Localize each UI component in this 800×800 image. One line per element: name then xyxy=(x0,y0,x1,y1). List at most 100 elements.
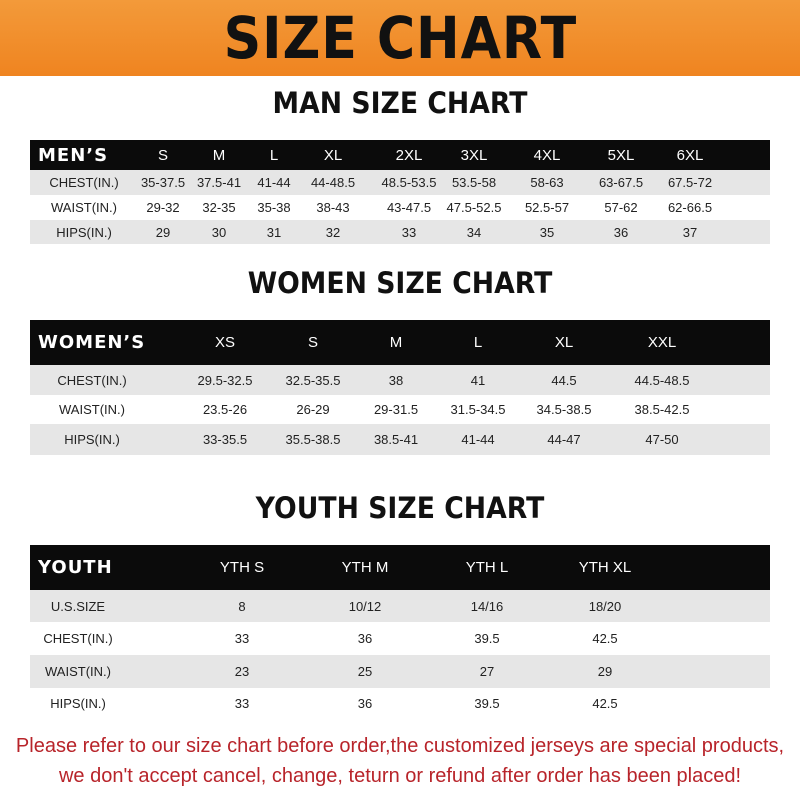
size-header-cell: S xyxy=(157,146,169,164)
table-cell: 35 xyxy=(539,224,555,240)
note-line-2: we don't accept cancel, change, teturn o… xyxy=(58,765,742,787)
table-cell: 41-44 xyxy=(257,175,291,190)
table-title-cell: WOMEN’S xyxy=(38,332,146,353)
size-header-cell: 6XL xyxy=(676,146,704,164)
size-header-cell: YTH XL xyxy=(578,559,632,576)
row-label: WAIST(IN.) xyxy=(51,200,117,215)
size-header-cell: S xyxy=(307,334,319,351)
table-cell: 38.5-42.5 xyxy=(634,402,690,417)
size-header-cell: YTH M xyxy=(341,559,389,576)
row-label: HIPS(IN.) xyxy=(56,224,112,240)
row-label: CHEST(IN.) xyxy=(57,372,127,388)
table-cell: 32 xyxy=(325,224,341,240)
table-cell: 14/16 xyxy=(470,598,504,614)
table-cell: 25 xyxy=(357,664,373,679)
row-label: U.S.SIZE xyxy=(50,598,106,614)
table-cell: 29.5-32.5 xyxy=(197,372,253,388)
table-row: HIPS(IN.) 29 30 31 32 33 34 35 36 37 xyxy=(30,220,770,244)
table-cell: 67.5-72 xyxy=(667,175,713,190)
table-row: WAIST(IN.) 23 25 27 29 xyxy=(30,655,770,688)
size-header-cell: XL xyxy=(554,334,574,351)
table-cell: 48.5-53.5 xyxy=(381,175,437,190)
table-cell: 38-43 xyxy=(316,200,350,215)
table-cell: 39.5 xyxy=(474,695,500,711)
table-cell: 23.5-26 xyxy=(202,402,248,417)
note-line-1: Please refer to our size chart before or… xyxy=(15,735,785,757)
row-label: WAIST(IN.) xyxy=(59,402,125,417)
page-title: SIZE CHART xyxy=(223,4,577,72)
table-row: HIPS(IN.) 33-35.5 35.5-38.5 38.5-41 41-44 44-… xyxy=(30,424,770,455)
size-header-cell: XL xyxy=(323,146,343,164)
table-title-cell: MEN’S xyxy=(38,144,109,166)
size-header-cell: 4XL xyxy=(533,146,561,164)
table-cell: 36 xyxy=(357,631,373,646)
table-cell: 57-62 xyxy=(604,200,638,215)
table-cell: 38.5-41 xyxy=(373,432,419,447)
size-header-cell: M xyxy=(212,146,226,164)
table-cell: 35.5-38.5 xyxy=(285,432,341,447)
row-label: WAIST(IN.) xyxy=(45,664,111,679)
men-heading: MAN SIZE CHART xyxy=(272,86,528,120)
table-cell: 33 xyxy=(234,695,250,711)
table-cell: 44-47 xyxy=(547,432,581,447)
table-cell: 43-47.5 xyxy=(386,200,432,215)
table-row: CHEST(IN.) 33 36 39.5 42.5 xyxy=(30,622,770,655)
size-header-cell: 3XL xyxy=(460,146,488,164)
table-cell: 41 xyxy=(470,372,486,388)
table-cell: 33-35.5 xyxy=(202,432,248,447)
table-row: WAIST(IN.) 23.5-26 26-29 29-31.5 31.5-34.5 34… xyxy=(30,395,770,424)
header-row: YOUTH YTH S YTH M YTH L YTH XL xyxy=(30,545,770,590)
size-header-cell: YTH L xyxy=(465,559,509,576)
size-header-cell: YTH S xyxy=(219,559,265,576)
table-cell: 41-44 xyxy=(461,432,495,447)
table-cell: 32-35 xyxy=(202,200,236,215)
women-heading: WOMEN SIZE CHART xyxy=(247,266,553,300)
row-label: CHEST(IN.) xyxy=(49,175,119,190)
table-cell: 44.5-48.5 xyxy=(634,372,690,388)
table-row: HIPS(IN.) 33 36 39.5 42.5 xyxy=(30,688,770,718)
table-cell: 62-66.5 xyxy=(667,200,713,215)
table-cell: 34 xyxy=(466,224,482,240)
size-header-cell: 5XL xyxy=(607,146,635,164)
table-row: CHEST(IN.) 35-37.5 37.5-41 41-44 44-48.5 48.5… xyxy=(30,170,770,195)
table-cell: 63-67.5 xyxy=(598,175,644,190)
table-cell: 34.5-38.5 xyxy=(536,402,592,417)
table-cell: 36 xyxy=(357,695,373,711)
table-cell: 33 xyxy=(401,224,417,240)
table-cell: 39.5 xyxy=(474,631,500,646)
table-cell: 29 xyxy=(597,664,613,679)
title-banner: SIZE CHART xyxy=(0,0,800,76)
row-label: HIPS(IN.) xyxy=(64,432,120,447)
table-cell: 47.5-52.5 xyxy=(446,200,502,215)
youth-heading: YOUTH SIZE CHART xyxy=(255,491,545,525)
table-cell: 53.5-58 xyxy=(451,175,497,190)
table-cell: 58-63 xyxy=(530,175,564,190)
table-cell: 42.5 xyxy=(592,631,618,646)
table-cell: 33 xyxy=(234,631,250,646)
table-cell: 30 xyxy=(211,224,227,240)
table-cell: 35-37.5 xyxy=(140,175,186,190)
table-cell: 37.5-41 xyxy=(196,175,242,190)
table-title-cell: YOUTH xyxy=(38,557,113,578)
row-label: CHEST(IN.) xyxy=(43,631,113,646)
table-cell: 8 xyxy=(238,598,246,614)
header-row: WOMEN’S XS S M L XL XXL xyxy=(30,320,770,365)
size-header-cell: 2XL xyxy=(395,146,423,164)
table-cell: 36 xyxy=(613,224,629,240)
header-row: MEN’S S M L XL 2XL 3XL 4XL 5XL 6XL xyxy=(30,140,770,170)
table-cell: 47-50 xyxy=(645,432,679,447)
table-cell: 44.5 xyxy=(551,372,577,388)
table-cell: 44-48.5 xyxy=(310,175,356,190)
size-header-cell: M xyxy=(389,334,403,351)
table-cell: 37 xyxy=(682,224,698,240)
table-cell: 26-29 xyxy=(296,402,330,417)
table-cell: 27 xyxy=(479,664,495,679)
table-cell: 38 xyxy=(388,372,404,388)
size-header-cell: L xyxy=(269,146,279,164)
row-label: HIPS(IN.) xyxy=(50,695,106,711)
table-cell: 32.5-35.5 xyxy=(285,372,341,388)
table-cell: 35-38 xyxy=(257,200,291,215)
table-cell: 29 xyxy=(155,224,171,240)
table-cell: 29-32 xyxy=(146,200,180,215)
table-row: U.S.SIZE 8 10/12 14/16 18/20 xyxy=(30,590,770,622)
